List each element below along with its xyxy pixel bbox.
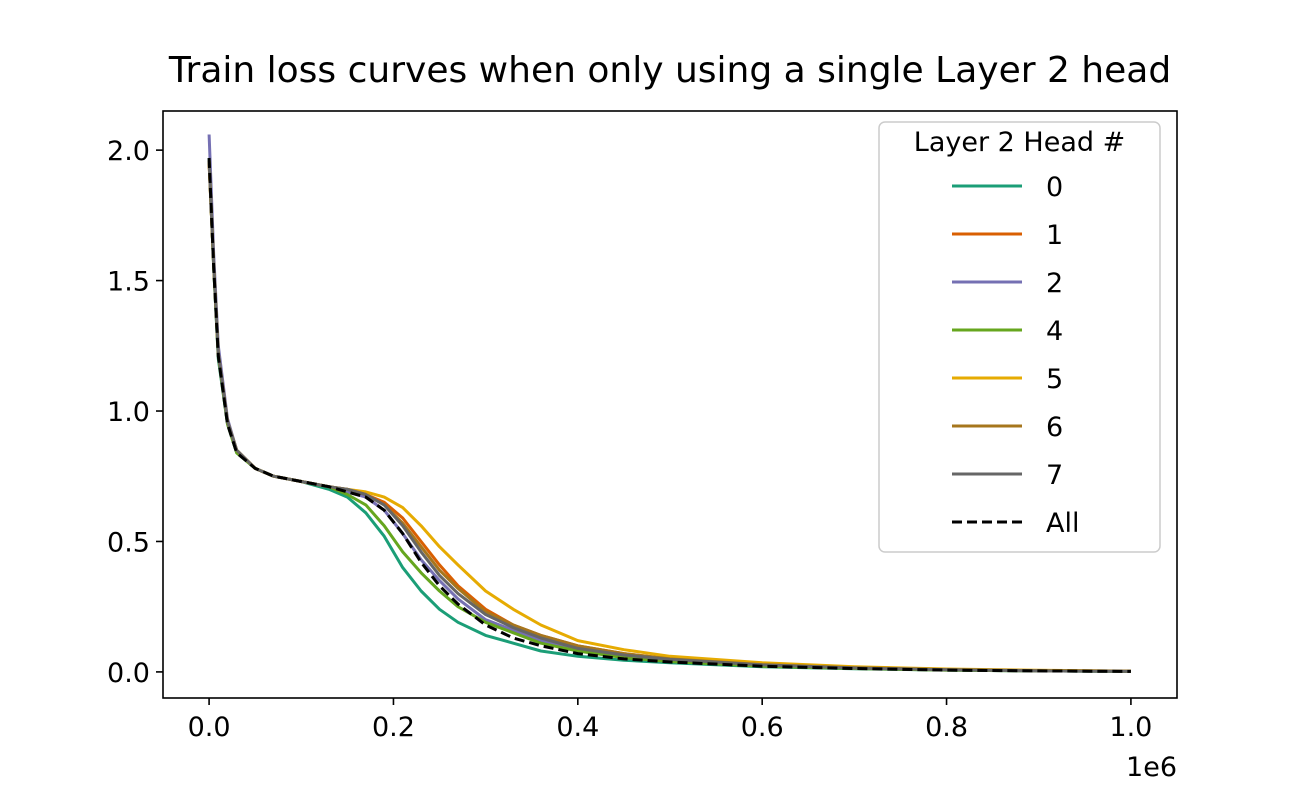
y-tick-label: 2.0	[107, 136, 150, 167]
legend-box	[878, 121, 1161, 553]
series-line-7	[207, 157, 1131, 673]
x-tick-label: 0.2	[372, 712, 415, 743]
legend-label-1: 1	[1046, 220, 1063, 251]
legend-title: Layer 2 Head #	[914, 127, 1125, 158]
legend-label-4: 5	[1046, 364, 1063, 395]
x-offset-label: 1e6	[1126, 752, 1177, 783]
legend-label-3: 4	[1046, 316, 1063, 347]
x-tick-label: 0.6	[741, 712, 784, 743]
y-tick-label: 0.0	[107, 658, 150, 689]
legend-label-0: 0	[1046, 172, 1063, 203]
x-tick-label: 0.8	[925, 712, 968, 743]
x-tick-label: 0.4	[556, 712, 599, 743]
legend-label-6: 7	[1046, 460, 1063, 491]
x-tick-label: 0.0	[188, 712, 231, 743]
chart-title: Train loss curves when only using a sing…	[168, 50, 1171, 91]
axes: 0.0 0.2 0.4 0.6 0.8 1.0 0.0 0.5 1.0 1.5 2.0	[107, 136, 1152, 743]
y-tick-label: 1.5	[107, 267, 150, 298]
plot-frame	[162, 110, 1178, 699]
y-tick-label: 0.5	[107, 527, 150, 558]
plot-area	[207, 134, 1131, 673]
legend-label-7: All	[1046, 508, 1079, 539]
y-tick-label: 1.0	[107, 397, 150, 428]
legend-label-5: 6	[1046, 412, 1063, 443]
x-tick-label: 1.0	[1109, 712, 1152, 743]
legend: Layer 2 Head # 0 1 2 4 5 6 7 All	[878, 121, 1161, 553]
legend-label-2: 2	[1046, 268, 1063, 299]
